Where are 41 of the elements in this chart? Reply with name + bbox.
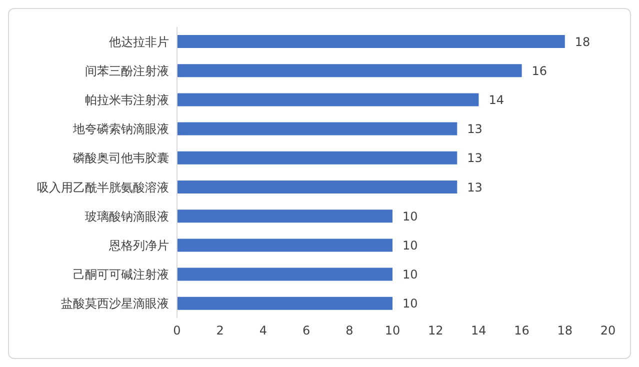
x-tick-label: 2: [216, 324, 224, 338]
y-tick-label: 己酮可可碱注射液: [73, 268, 169, 282]
bar: [177, 268, 392, 281]
bar: [177, 93, 479, 106]
data-label: 18: [574, 34, 590, 49]
y-tick-label: 地夸磷索钠滴眼液: [72, 122, 169, 136]
bar: [177, 238, 392, 252]
x-tick-label: 6: [302, 324, 310, 338]
x-tick-label: 8: [346, 324, 354, 338]
data-label: 13: [467, 122, 482, 136]
bar: [177, 210, 392, 223]
bar: [177, 151, 458, 164]
y-tick-label: 磷酸奥司他韦胶囊: [72, 151, 169, 166]
y-tick-label: 他达拉非片: [109, 34, 169, 49]
x-tick-label: 10: [384, 324, 400, 338]
y-tick-label: 间苯三酚注射液: [85, 64, 169, 78]
y-tick-label: 帕拉米韦注射液: [85, 93, 169, 108]
x-tick-label: 14: [471, 324, 486, 338]
bar: [177, 122, 458, 136]
data-label: 10: [402, 209, 418, 224]
bar: [177, 64, 522, 78]
data-label: 10: [402, 238, 418, 252]
bar: [177, 35, 565, 48]
x-tick-label: 18: [557, 324, 573, 338]
data-label: 13: [467, 151, 482, 166]
y-tick-label: 玻璃酸钠滴眼液: [85, 209, 169, 224]
x-tick-label: 20: [600, 324, 616, 338]
data-label: 10: [402, 296, 418, 311]
x-tick-label: 4: [259, 324, 268, 338]
data-label: 14: [488, 92, 504, 107]
data-label: 10: [402, 268, 418, 282]
x-tick-label: 0: [173, 324, 181, 338]
y-tick-label: 恩格列净片: [108, 238, 169, 253]
x-tick-label: 16: [514, 324, 530, 338]
y-tick-label: 盐酸莫西沙星滴眼液: [61, 296, 169, 311]
bar: [177, 296, 392, 310]
y-tick-label: 吸入用乙酰半胱氨酸溶液: [37, 180, 169, 194]
data-label: 13: [467, 180, 482, 194]
x-tick-label: 12: [428, 324, 444, 338]
data-label: 16: [532, 64, 548, 78]
bar: [177, 180, 458, 194]
